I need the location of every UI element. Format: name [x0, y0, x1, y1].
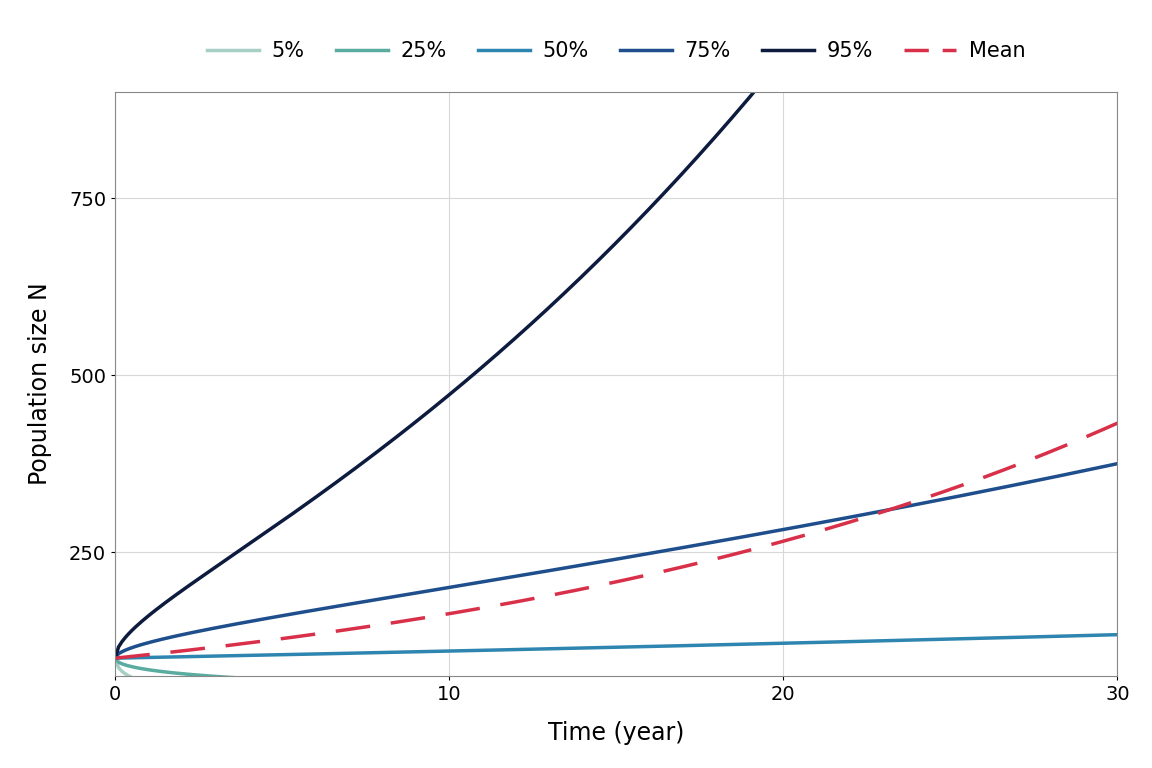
Y-axis label: Population size N: Population size N: [29, 283, 52, 485]
X-axis label: Time (year): Time (year): [548, 720, 684, 744]
Legend: 5%, 25%, 50%, 75%, 95%, Mean: 5%, 25%, 50%, 75%, 95%, Mean: [199, 32, 1033, 69]
